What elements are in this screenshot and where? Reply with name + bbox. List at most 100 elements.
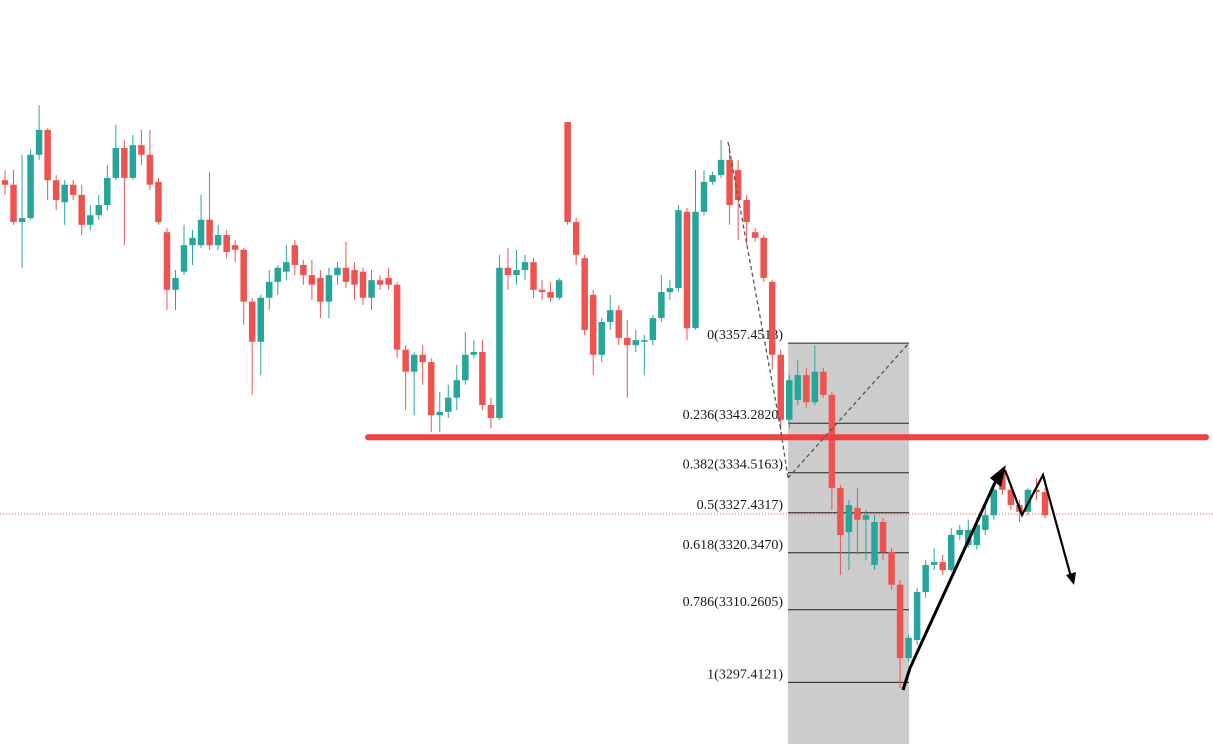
candle-body	[163, 232, 171, 290]
candle-body	[811, 371, 819, 403]
candle-body	[871, 521, 878, 565]
candle-body	[632, 340, 640, 346]
fib-diagonal	[787, 342, 910, 479]
candle-body	[172, 277, 179, 290]
candle-body	[1007, 489, 1015, 506]
fib-level-label: 0.5(3327.4317)	[697, 498, 784, 513]
candle-body	[930, 562, 938, 565]
candle-body	[27, 154, 34, 219]
drawings	[727, 141, 1076, 691]
candle-body	[376, 280, 384, 285]
candle-body	[487, 405, 495, 419]
candle-body	[1024, 489, 1032, 512]
candle-body	[913, 592, 921, 641]
candle-body	[317, 277, 324, 302]
candle-body	[283, 262, 290, 272]
candle-body	[35, 129, 43, 155]
candle-body	[197, 219, 205, 246]
candle-body	[649, 318, 657, 341]
candle-body	[990, 489, 998, 516]
candle-body	[257, 297, 264, 342]
candle-body	[521, 262, 529, 271]
candle-body	[427, 362, 435, 416]
candle-body	[734, 170, 742, 200]
candle-body	[274, 267, 282, 282]
candle-body	[291, 245, 299, 265]
arrow-head	[1066, 572, 1076, 585]
candle-body	[300, 264, 307, 276]
candle-body	[402, 349, 409, 372]
candle-body	[351, 270, 358, 285]
candle-body	[10, 184, 17, 223]
candle-body	[982, 515, 989, 530]
candle-body	[589, 294, 597, 355]
candle-body	[69, 184, 77, 195]
candle-body	[700, 181, 708, 212]
candle-body	[692, 211, 699, 329]
fib-level-label: 0.786(3310.2605)	[683, 595, 784, 610]
candle-body	[854, 507, 861, 520]
candle-body	[624, 337, 631, 346]
candle-body	[129, 145, 137, 178]
candle-body	[453, 380, 461, 398]
candle-body	[61, 184, 68, 203]
candle-body	[896, 584, 904, 659]
candle-body	[385, 277, 392, 285]
candle-body	[939, 562, 946, 571]
candle-body	[214, 235, 222, 246]
candle-body	[248, 301, 256, 342]
candle-body	[615, 310, 623, 338]
candle-body	[121, 148, 128, 178]
candle-body	[717, 159, 725, 176]
candle-body	[146, 154, 154, 185]
candle-body	[845, 505, 853, 533]
candle-body	[803, 375, 810, 403]
candle-body	[1, 180, 9, 185]
candle-body	[760, 237, 767, 278]
candle-body	[78, 194, 85, 225]
candle-body	[419, 354, 426, 363]
fib-level-label: 0(3357.4513)	[707, 328, 783, 343]
candle-body	[973, 524, 981, 546]
candle-body	[837, 488, 844, 535]
candle-body	[879, 521, 887, 552]
candle-body	[95, 205, 103, 216]
candle-body	[538, 289, 546, 293]
candle-body	[888, 551, 895, 585]
candle-body	[820, 371, 827, 395]
candle-body	[410, 354, 418, 372]
arrow-up-path	[901, 475, 1000, 691]
candle-body	[862, 515, 870, 520]
candles	[1, 105, 1049, 689]
candle-body	[530, 262, 537, 290]
candle-body	[206, 219, 213, 246]
candle-body	[683, 211, 691, 329]
candle-body	[104, 177, 111, 206]
candle-body	[547, 292, 554, 298]
candle-body	[445, 397, 452, 412]
fib-level-label: 0.382(3334.5163)	[683, 458, 784, 473]
candle-body	[86, 215, 94, 225]
candle-body	[470, 351, 478, 355]
fib-level-label: 0.236(3343.2820)	[683, 408, 784, 423]
candle-body	[325, 275, 333, 302]
candle-body	[359, 271, 367, 298]
arrow-projection-path	[1003, 469, 1073, 578]
candle-body	[947, 534, 955, 571]
arrow-head	[990, 465, 1006, 487]
candle-body	[581, 258, 588, 330]
candle-body	[44, 129, 51, 181]
trend-dashed-line	[727, 141, 781, 426]
candle-body	[342, 267, 350, 282]
candle-body	[726, 159, 733, 206]
candle-body	[504, 267, 512, 276]
candle-body	[956, 529, 964, 535]
candle-body	[266, 281, 273, 298]
candle-body	[564, 122, 571, 223]
fib-level-label: 0.618(3320.3470)	[683, 538, 784, 553]
candle-body	[334, 267, 341, 276]
fib-tool: 0(3357.4513) 0.236(3343.2820) 0.382(3334.5…	[0, 328, 1213, 744]
candle-body	[709, 175, 716, 182]
candle-body	[1041, 492, 1049, 516]
